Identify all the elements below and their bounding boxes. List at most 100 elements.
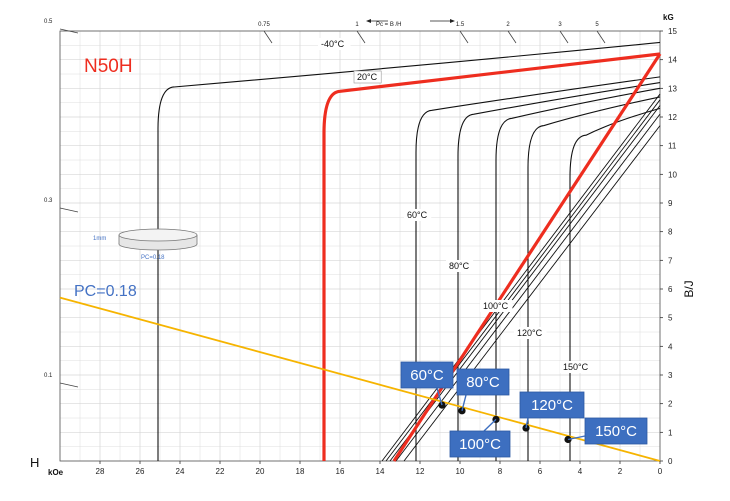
- callout-pointer: [567, 435, 586, 441]
- top-scale-tick: [596, 30, 606, 44]
- y-tick-label: 6: [668, 285, 673, 294]
- inset-thickness-label: 1mm: [93, 236, 106, 242]
- x-tick-label: 14: [376, 467, 385, 476]
- x-unit-label: kOe: [48, 468, 64, 477]
- y-tick-label: 9: [668, 199, 673, 208]
- x-tick-label: 22: [216, 467, 225, 476]
- curve-label-bg: [353, 70, 382, 84]
- y-tick-label: 10: [668, 170, 677, 179]
- inset-pc-label: PC=0.18: [141, 255, 165, 261]
- x-tick-label: 12: [416, 467, 425, 476]
- curve-label-bg: [560, 361, 593, 373]
- left-scale-label: 0.5: [44, 19, 53, 25]
- y-tick-label: 13: [668, 84, 677, 93]
- top-scale-label: 0.75: [258, 22, 270, 28]
- y-unit-label: kG: [663, 13, 674, 22]
- top-scale-tick: [559, 30, 569, 44]
- top-scale-label: 1.5: [456, 22, 465, 28]
- curve-label: 100°C: [483, 301, 509, 311]
- x-tick-label: 0: [658, 467, 663, 476]
- y-axis-title: B/J: [682, 280, 696, 297]
- curve-label-bg: [514, 327, 547, 339]
- x-tick-label: 24: [176, 467, 185, 476]
- title-group: N50H: [84, 56, 133, 77]
- top-scale-label: 2: [506, 22, 510, 28]
- callout-label: 60°C: [410, 367, 444, 384]
- left-scale-label: 0.1: [44, 373, 53, 379]
- left-scale-tick: [59, 382, 79, 388]
- y-tick-label: 7: [668, 256, 673, 265]
- callout-label: 150°C: [595, 423, 637, 440]
- x-tick-label: 28: [96, 467, 105, 476]
- x-tick-label: 16: [336, 467, 345, 476]
- x-tick-label: 8: [498, 467, 503, 476]
- callout-label: 100°C: [459, 436, 501, 453]
- y-tick-label: 5: [668, 314, 673, 323]
- y-tick-label: 0: [668, 457, 673, 466]
- plot-frame: [59, 30, 661, 462]
- y-tick-label: 12: [668, 113, 677, 122]
- top-scale-tick: [356, 30, 366, 44]
- induction-line: [403, 125, 661, 462]
- load-line: [59, 296, 661, 462]
- left-scale-label: 0.3: [44, 198, 53, 204]
- induction-line: [381, 93, 661, 462]
- demag-curve: [415, 76, 661, 461]
- pc-scale-label: Pc = B /H: [376, 22, 402, 28]
- curve-label: 120°C: [517, 328, 543, 338]
- callout-box: [519, 391, 585, 419]
- labels: -40°C 20°C 60°C 80°C 100°C 120°C 150°C: [318, 38, 593, 373]
- curve-label: 20°C: [357, 72, 378, 82]
- left-scale-tick: [59, 207, 79, 213]
- callout-box: [400, 361, 454, 389]
- top-scale-tick: [507, 30, 517, 44]
- x-tick-label: 18: [296, 467, 305, 476]
- curve-label-bg: [318, 38, 351, 50]
- magnet-inset: 1mm PC=0.18: [93, 228, 198, 261]
- y-tick-label: 8: [668, 228, 673, 237]
- demag-curve: [569, 107, 661, 461]
- chart-title: N50H: [84, 56, 133, 77]
- y-tick-label: 4: [668, 342, 673, 351]
- curve-label-bg: [446, 260, 474, 272]
- x-tick-label: 4: [578, 467, 583, 476]
- y-tick-label: 15: [668, 27, 677, 36]
- curve-label: -40°C: [321, 39, 345, 49]
- induction-line: [389, 105, 661, 462]
- top-scale-label: 1: [355, 22, 359, 28]
- axes: 28 26 24 22 20 18 16 14 12 10 8 6 4 2 0012345678910111…: [44, 19, 677, 476]
- load-line-label: PC=0.18: [74, 283, 137, 300]
- y-tick-label: 3: [668, 371, 673, 380]
- pc-arrow-right-head: [450, 19, 455, 23]
- x-side-label: H: [30, 455, 39, 470]
- y-tick-label: 11: [668, 142, 677, 151]
- callouts: 60°C 80°C 100°C 120°C 150°C: [400, 361, 648, 458]
- left-scale-tick: [59, 28, 79, 34]
- callout-box: [456, 368, 510, 396]
- demag-curve: [457, 82, 661, 461]
- y-tick-label: 1: [668, 428, 673, 437]
- load-line-path: [59, 296, 661, 462]
- y-tick-label: 14: [668, 56, 677, 65]
- pc-arrow-left-head: [366, 19, 371, 23]
- x-tick-label: 2: [618, 467, 623, 476]
- curve-label-bg: [480, 300, 513, 312]
- demagnetization-curves: [157, 41, 662, 462]
- top-scale-label: 3: [558, 22, 562, 28]
- callout-pointer: [483, 418, 497, 432]
- callout-box: [449, 430, 511, 458]
- callout-pointer: [525, 417, 529, 429]
- callout-label: 120°C: [531, 397, 573, 414]
- demag-curve: [157, 41, 661, 461]
- pc-label-group: PC=0.18: [74, 283, 137, 300]
- curve-label: 80°C: [449, 261, 470, 271]
- curve-label: 60°C: [407, 210, 428, 220]
- callout-pointer: [461, 394, 467, 412]
- callout-box: [584, 417, 648, 445]
- disc-top: [118, 228, 198, 242]
- x-tick-label: 10: [456, 467, 465, 476]
- top-scale-label: 5: [595, 22, 599, 28]
- x-tick-label: 26: [136, 467, 145, 476]
- x-tick-label: 20: [256, 467, 265, 476]
